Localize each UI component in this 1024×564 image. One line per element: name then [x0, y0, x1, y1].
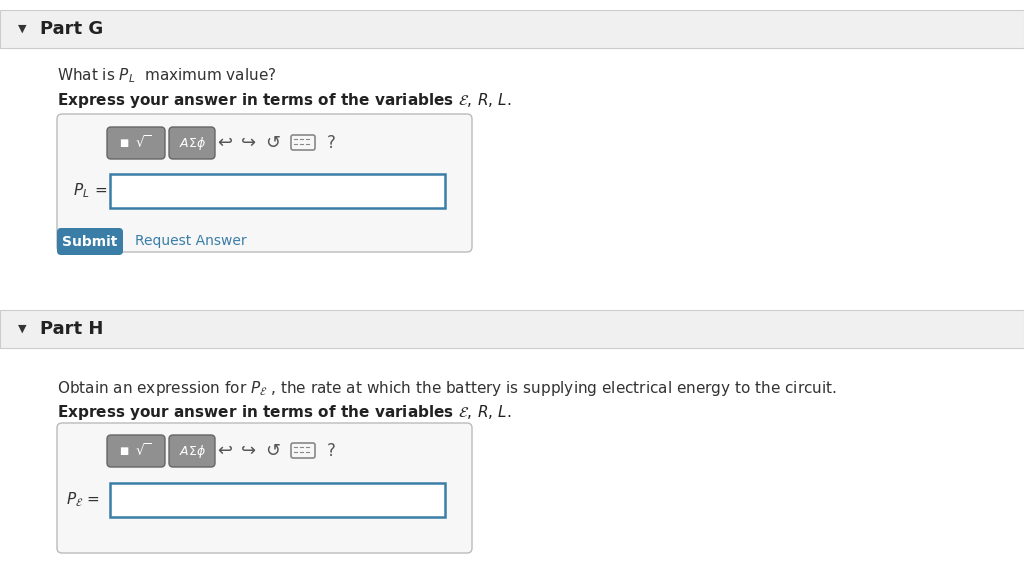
- Text: Part G: Part G: [40, 20, 103, 38]
- Text: Part H: Part H: [40, 320, 103, 338]
- Bar: [110, 483, 445, 517]
- Text: Request Answer: Request Answer: [135, 235, 247, 249]
- Bar: [110, 174, 445, 208]
- Bar: [0, 310, 1024, 348]
- Text: ↩: ↩: [217, 134, 232, 152]
- FancyBboxPatch shape: [57, 423, 472, 553]
- FancyBboxPatch shape: [57, 228, 123, 255]
- Text: $P_L\,=$: $P_L\,=$: [73, 182, 108, 200]
- Text: ↺: ↺: [265, 442, 281, 460]
- Text: ↩: ↩: [217, 442, 232, 460]
- Text: Express your answer in terms of the variables $\mathcal{E},\, R,\, L.$: Express your answer in terms of the vari…: [57, 403, 512, 421]
- Text: Submit: Submit: [62, 235, 118, 249]
- FancyBboxPatch shape: [57, 114, 472, 252]
- FancyBboxPatch shape: [106, 127, 165, 159]
- Bar: [0, 348, 1024, 564]
- Bar: [0, 10, 1024, 48]
- FancyBboxPatch shape: [169, 435, 215, 467]
- Text: ▼: ▼: [17, 324, 27, 334]
- Text: $\sqrt{\,}$: $\sqrt{\,}$: [135, 443, 152, 460]
- FancyBboxPatch shape: [169, 127, 215, 159]
- Text: ▼: ▼: [17, 24, 27, 34]
- Text: $A\Sigma\phi$: $A\Sigma\phi$: [178, 443, 206, 460]
- Text: ■: ■: [119, 138, 128, 148]
- Text: ↪: ↪: [242, 442, 257, 460]
- Text: ■: ■: [119, 446, 128, 456]
- FancyBboxPatch shape: [106, 435, 165, 467]
- Text: ↺: ↺: [265, 134, 281, 152]
- Text: Obtain an expression for $P_{\mathcal{E}}$ , the rate at which the battery is su: Obtain an expression for $P_{\mathcal{E}…: [57, 378, 837, 398]
- Text: $A\Sigma\phi$: $A\Sigma\phi$: [178, 134, 206, 152]
- Text: Express your answer in terms of the variables $\mathcal{E},\, R,\, L.$: Express your answer in terms of the vari…: [57, 90, 512, 109]
- Text: ?: ?: [327, 442, 336, 460]
- Text: ↪: ↪: [242, 134, 257, 152]
- Text: $P_{\mathcal{E}}\,=$: $P_{\mathcal{E}}\,=$: [66, 491, 100, 509]
- Text: ?: ?: [327, 134, 336, 152]
- Bar: [0, 48, 1024, 318]
- Text: $\sqrt{\,}$: $\sqrt{\,}$: [135, 135, 152, 151]
- Text: What is $P_L$  maximum value?: What is $P_L$ maximum value?: [57, 67, 276, 85]
